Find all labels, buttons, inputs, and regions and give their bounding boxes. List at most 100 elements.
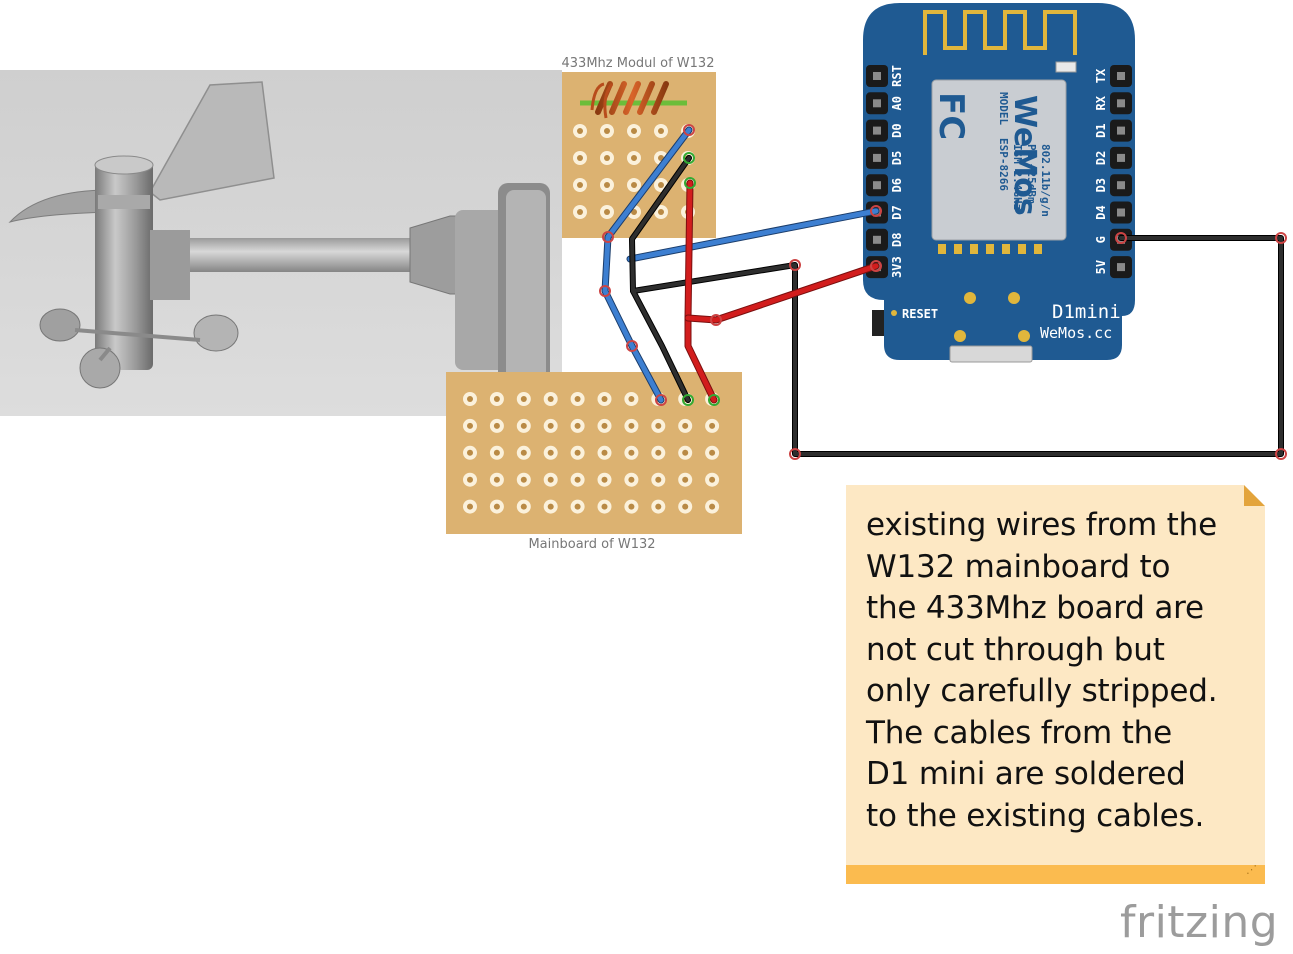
wire-joint[interactable] [1115, 232, 1127, 244]
chip-text-esp: ESP-8266 [997, 138, 1010, 191]
wire-joint[interactable] [683, 152, 695, 164]
wires [599, 124, 1287, 460]
mainboard-hole-center [467, 503, 473, 510]
wire-joint[interactable] [708, 394, 720, 406]
wire-joint[interactable] [683, 124, 695, 136]
mainboard-hole-center [628, 422, 635, 429]
radio-board-hole-center [577, 182, 583, 188]
wire-joint[interactable] [655, 394, 667, 406]
mainboard-hole-center [520, 503, 527, 510]
radio-board-hole-center [631, 209, 637, 215]
reset-label: RESET [902, 307, 938, 321]
pin-label-rx: RX [1094, 95, 1108, 110]
radio-board-hole-center [658, 128, 664, 134]
mainboard-hole-center [601, 422, 608, 429]
mainboard-board[interactable] [446, 372, 742, 534]
wire-joint[interactable] [682, 394, 694, 406]
mainboard-hole-center [655, 449, 662, 456]
mainboard-hole-center [547, 422, 554, 429]
chip-text-model: MODEL [997, 92, 1010, 125]
chip-text-80211: 802.11b/g/n [1039, 144, 1052, 217]
mainboard-hole-center [520, 449, 527, 456]
wire-joint[interactable] [599, 285, 611, 297]
mainboard-hole-center [547, 449, 554, 456]
mainboard-hole-center [574, 396, 581, 402]
mainboard-hole-center [547, 396, 554, 402]
wire-red[interactable] [684, 179, 880, 404]
pin-label-a0: A0 [890, 96, 904, 110]
radio-board-hole-center [604, 182, 610, 188]
mainboard-hole-center [709, 449, 716, 456]
wire-joint[interactable] [1275, 232, 1287, 244]
pin-label-rst: RST [890, 65, 904, 87]
pin-contact [1117, 263, 1125, 272]
mainboard-hole-center [601, 449, 608, 456]
mainboard-hole-center [467, 449, 473, 456]
mainboard-hole-center [709, 422, 716, 429]
wire-black[interactable] [629, 155, 1284, 457]
reset-button[interactable] [872, 310, 884, 336]
wire-joint[interactable] [1275, 448, 1287, 460]
mainboard-hole-center [628, 503, 635, 510]
wire-joint[interactable] [626, 340, 638, 352]
wire-joint[interactable] [789, 259, 801, 271]
mainboard-hole-center [682, 476, 689, 483]
pin-contact [1117, 153, 1125, 162]
note-resize-grip[interactable]: ⋰ [1246, 863, 1258, 876]
mainboard-hole-center [547, 476, 554, 483]
radio-board-hole-center [604, 209, 610, 215]
pin-contact [1117, 208, 1125, 217]
mainboard-hole-center [628, 396, 635, 402]
wire-joint[interactable] [870, 260, 882, 272]
mainboard-hole-center [574, 449, 581, 456]
pin-label-g: G [1094, 236, 1108, 243]
mainboard-hole-center [520, 476, 527, 483]
mainboard-hole-center [682, 422, 689, 429]
coil-antenna [580, 81, 687, 119]
radio-board-hole-center [577, 209, 583, 215]
pin-label-5v: 5V [1094, 260, 1108, 274]
radio-board-hole-center [631, 128, 637, 134]
pin-contact [873, 153, 881, 162]
pin-label-d5: D5 [890, 151, 904, 165]
pin-contact [1117, 181, 1125, 190]
wind-sensor-illustration [0, 70, 562, 416]
pin-label-d2: D2 [1094, 151, 1108, 165]
mainboard-hole-center [493, 396, 500, 402]
wire-joint[interactable] [602, 231, 614, 243]
mainboard-hole-center [574, 422, 581, 429]
pin-label-d0: D0 [890, 123, 904, 137]
mainboard-hole-center [655, 503, 662, 510]
wire-joint[interactable] [870, 205, 882, 217]
mainboard-hole-center [682, 449, 689, 456]
mainboard-hole-center [520, 396, 527, 402]
radio-board-hole-center [658, 209, 664, 215]
pin-contact [873, 99, 881, 108]
mainboard-hole-center [628, 449, 635, 456]
mainboard-hole-center [574, 503, 581, 510]
mainboard-hole-center [655, 422, 662, 429]
wire-joint[interactable] [684, 177, 696, 189]
wire-blue[interactable] [601, 126, 880, 404]
mainboard-hole-center [467, 476, 473, 483]
wire-joint[interactable] [789, 448, 801, 460]
mainboard-hole-center [493, 476, 500, 483]
d1-mini-board[interactable]: WeMos MODEL ESP-8266 ISM 2.4GHz PA +25dB… [863, 3, 1135, 363]
pin-contact [873, 235, 881, 244]
mainboard-hole-center [493, 422, 500, 429]
chip-text-pa: PA +25dBm [1025, 144, 1038, 204]
pin-label-d3: D3 [1094, 178, 1108, 192]
mainboard-hole-center [467, 422, 473, 429]
fcc-logo: FC [931, 92, 971, 140]
usb-connector[interactable] [949, 345, 1033, 363]
chip-logo: WeMos [1007, 95, 1042, 216]
radio-board-hole-center [577, 128, 583, 134]
note-footer-bar [846, 865, 1265, 884]
radio-module-label: 433Mhz Modul of W132 [562, 56, 715, 71]
wire-joint[interactable] [710, 314, 722, 326]
pin-contact [873, 72, 881, 80]
radio-board-hole-center [658, 182, 664, 188]
mainboard-hole-center [574, 476, 581, 483]
pin-label-d7: D7 [890, 205, 904, 219]
